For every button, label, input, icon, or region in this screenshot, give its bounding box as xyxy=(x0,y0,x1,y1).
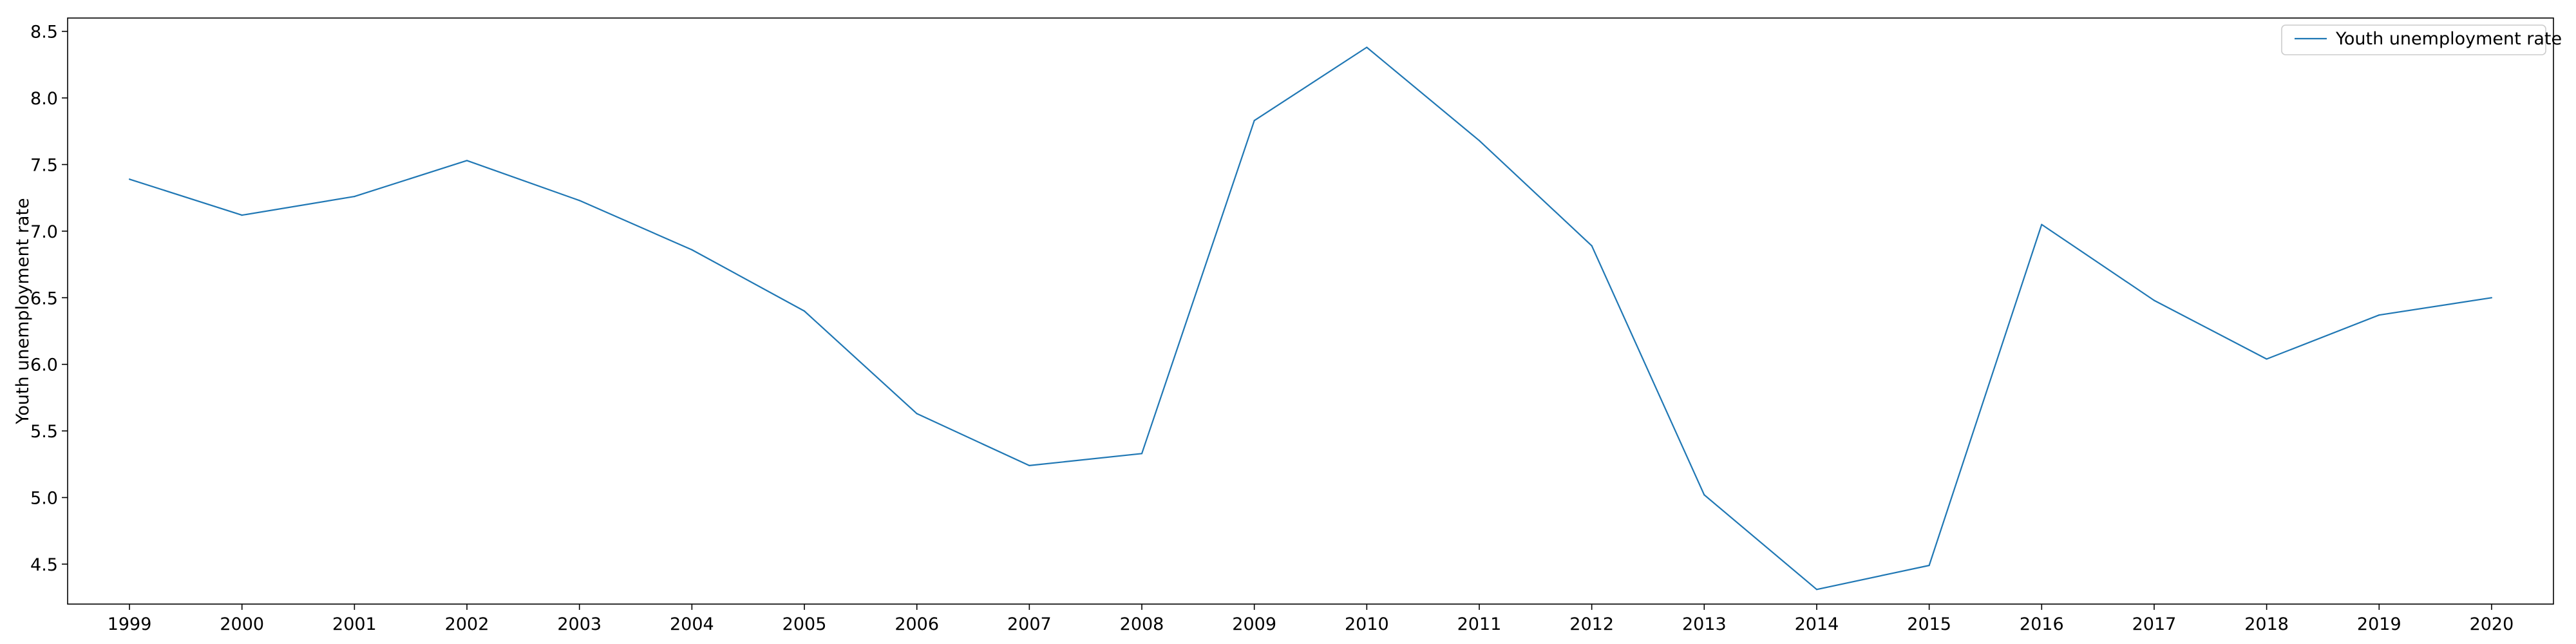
data-point xyxy=(1928,564,1930,567)
y-tick-label: 4.5 xyxy=(30,555,58,575)
series-layer xyxy=(128,46,2493,591)
y-tick-label: 5.5 xyxy=(30,422,58,442)
data-point xyxy=(691,249,693,251)
x-tick-label: 2004 xyxy=(670,614,714,634)
x-tick-label: 2019 xyxy=(2357,614,2401,634)
x-tick-label: 2008 xyxy=(1120,614,1164,634)
y-tick-label: 6.5 xyxy=(30,289,58,308)
x-tick-label: 2006 xyxy=(895,614,939,634)
y-tick-label: 8.5 xyxy=(30,23,58,43)
x-tick-label: 2010 xyxy=(1345,614,1389,634)
data-point xyxy=(1253,120,1255,122)
plot-frame xyxy=(67,17,2554,605)
data-point xyxy=(354,196,355,198)
x-tick-label: 2017 xyxy=(2132,614,2177,634)
legend: Youth unemployment rate xyxy=(2281,24,2562,55)
data-point xyxy=(1703,494,1705,496)
x-tick-label: 2016 xyxy=(2020,614,2064,634)
data-point xyxy=(578,200,580,202)
data-point xyxy=(1591,245,1593,247)
data-point xyxy=(2041,223,2043,225)
data-point xyxy=(1141,453,1143,455)
data-point xyxy=(241,214,243,216)
data-point xyxy=(1478,140,1481,142)
x-tick-label: 2005 xyxy=(782,614,827,634)
x-tick-label: 2011 xyxy=(1457,614,1502,634)
y-axis: 4.5 5.0 5.5 6.0 6.5 7.0 7.5 8.0 8.5 xyxy=(30,23,68,575)
y-tick-label: 6.0 xyxy=(30,355,58,375)
x-tick-label: 2012 xyxy=(1569,614,1614,634)
series-line xyxy=(129,46,2492,591)
x-tick-label: 2020 xyxy=(2470,614,2514,634)
data-point xyxy=(1815,589,1818,591)
data-point xyxy=(466,160,468,162)
x-tick-label: 2003 xyxy=(557,614,601,634)
x-tick-label: 2001 xyxy=(332,614,377,634)
y-axis-label: Youth unemployment rate xyxy=(13,198,33,424)
x-tick-label: 2013 xyxy=(1682,614,1727,634)
data-point xyxy=(803,310,806,312)
data-point xyxy=(1366,46,1368,48)
data-point xyxy=(128,178,131,180)
x-axis: 1999 2000 2001 2002 2003 2004 2005 2006 2007 2008… xyxy=(108,604,2514,634)
data-point xyxy=(2153,299,2155,301)
data-point xyxy=(2266,358,2268,360)
y-tick-label: 5.0 xyxy=(30,489,58,509)
x-tick-label: 2002 xyxy=(445,614,489,634)
x-tick-label: 2000 xyxy=(220,614,264,634)
data-point xyxy=(916,413,918,415)
x-tick-label: 2015 xyxy=(1907,614,1951,634)
x-tick-label: 2014 xyxy=(1795,614,1839,634)
data-point xyxy=(2490,297,2493,299)
x-tick-label: 2009 xyxy=(1232,614,1276,634)
x-tick-label: 2007 xyxy=(1007,614,1052,634)
legend-label: Youth unemployment rate xyxy=(2335,29,2562,49)
x-tick-label: 2018 xyxy=(2244,614,2289,634)
y-tick-label: 8.0 xyxy=(30,89,58,109)
legend-box xyxy=(2281,24,2546,55)
y-tick-label: 7.5 xyxy=(30,156,58,176)
x-tick-label: 1999 xyxy=(108,614,152,634)
y-tick-label: 7.0 xyxy=(30,222,58,242)
data-point xyxy=(1028,464,1030,467)
data-point xyxy=(2378,314,2380,316)
